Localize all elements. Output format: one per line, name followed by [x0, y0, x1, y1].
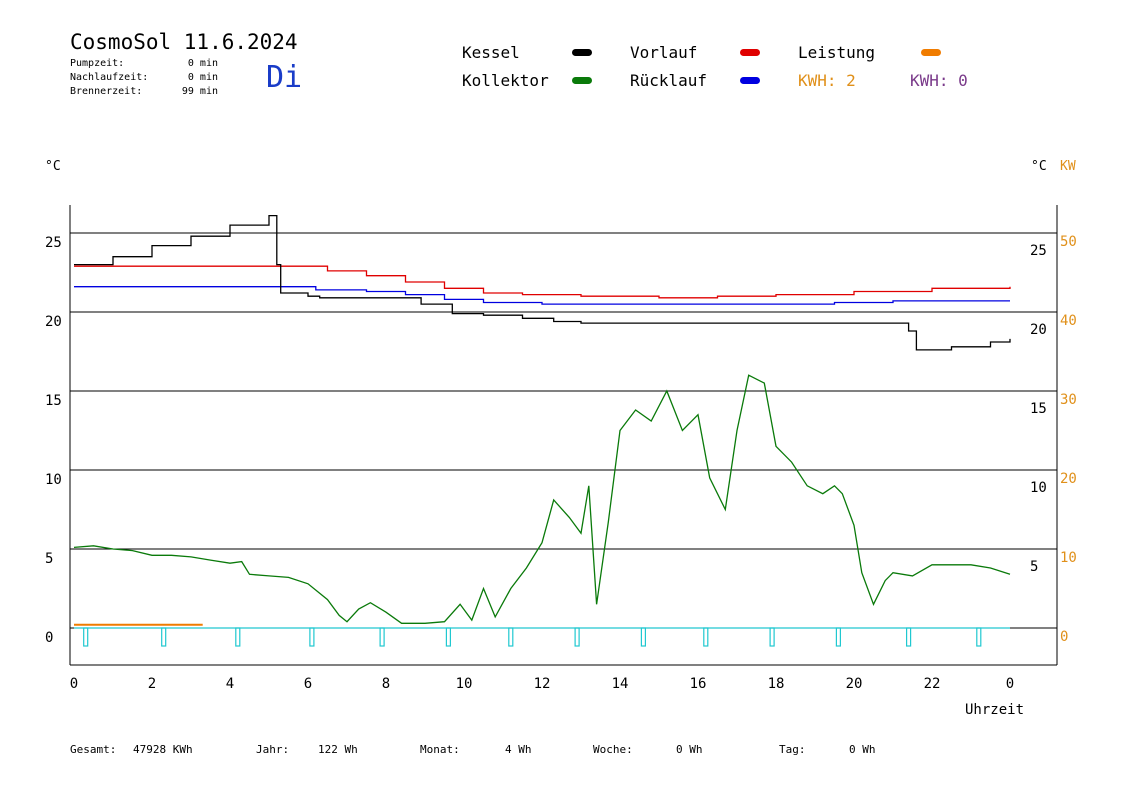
legend-swatch-leistung [921, 49, 941, 56]
legend-label-vorlauf: Vorlauf [630, 43, 698, 62]
pump-pulse [703, 627, 709, 647]
x-tick-label: 12 [534, 676, 551, 692]
kw-tick-label: 20 [1060, 471, 1077, 487]
x-tick-label: 22 [924, 676, 941, 692]
pump-pulse [379, 627, 385, 647]
pump-pulse [574, 627, 580, 647]
x-tick-label: 10 [456, 676, 473, 692]
legend-label-kollektor: Kollektor [462, 71, 549, 90]
pump-pulse [640, 627, 647, 647]
left-tick-label: 5 [45, 551, 53, 567]
pump-pulse [508, 627, 514, 647]
footer-monat-value: 4 Wh [505, 743, 532, 756]
legend-swatch-kollektor [572, 77, 592, 84]
left-tick-label: 20 [45, 314, 62, 330]
left-tick-label: 0 [45, 630, 53, 646]
left-tick-label: 10 [45, 472, 62, 488]
left-axis-unit: °C [45, 159, 61, 174]
left-tick-label: 25 [45, 235, 62, 251]
x-tick-label: 6 [304, 676, 312, 692]
pumpzeit-value: 0 min [187, 58, 218, 69]
series-line-kollektor [73, 374, 1011, 624]
footer-tag-value: 0 Wh [849, 743, 876, 756]
x-tick-label: 2 [148, 676, 156, 692]
footer-woche-label: Woche: [593, 743, 633, 756]
pump-pulse [445, 627, 451, 647]
chart-title: CosmoSol 11.6.2024 [70, 30, 298, 54]
nachlaufzeit-label: Nachlaufzeit: [70, 72, 149, 83]
x-axis-label: Uhrzeit [965, 702, 1024, 718]
kwh-burner-label: KWH: 0 [910, 71, 968, 90]
legend-label-kessel: Kessel [462, 43, 520, 62]
kw-tick-label: 40 [1060, 313, 1077, 329]
kw-tick-label: 0 [1060, 629, 1068, 645]
kw-tick-label: 50 [1060, 234, 1077, 250]
right-tick-label: 25 [1030, 243, 1047, 259]
right-tick-label: 15 [1030, 401, 1047, 417]
footer-gesamt-value: 47928 KWh [133, 743, 193, 756]
x-tick-label: 14 [612, 676, 629, 692]
pump-pulse [161, 627, 167, 647]
x-tick-label: 0 [1006, 676, 1014, 692]
right-tick-label: 5 [1030, 559, 1038, 575]
series-line-vorlauf [74, 265, 1011, 299]
x-tick-label: 0 [70, 676, 78, 692]
series-line-kessel [74, 214, 1011, 351]
pump-pulse [769, 627, 775, 647]
kwh-solar-label: KWH: 2 [798, 71, 856, 90]
weekday-label: Di [266, 60, 303, 95]
pump-pulse [235, 627, 241, 647]
legend-swatch-ruecklauf [740, 77, 760, 84]
kw-tick-label: 10 [1060, 550, 1077, 566]
pump-pulse [835, 627, 842, 647]
legend-label-ruecklauf: Rücklauf [630, 71, 708, 90]
right-tick-label: 10 [1030, 480, 1047, 496]
brennerzeit-label: Brennerzeit: [70, 86, 143, 97]
brennerzeit-value: 99 min [181, 86, 218, 97]
pumpzeit-label: Pumpzeit: [70, 58, 125, 69]
x-tick-label: 8 [382, 676, 390, 692]
pump-pulse [309, 627, 315, 647]
footer-jahr-value: 122 Wh [318, 743, 358, 756]
kw-tick-label: 30 [1060, 392, 1077, 408]
footer-jahr-label: Jahr: [256, 743, 290, 756]
kw-axis-unit: KW [1060, 159, 1076, 174]
nachlaufzeit-value: 0 min [187, 72, 218, 83]
x-tick-label: 20 [846, 676, 863, 692]
pump-pulse [83, 627, 89, 647]
legend-label-leistung: Leistung [798, 43, 876, 62]
series-line-ruecklauf [74, 286, 1010, 305]
right-axis-unit: °C [1031, 159, 1047, 174]
pump-pulse [976, 627, 982, 647]
legend-swatch-kessel [572, 49, 592, 56]
footer-tag-label: Tag: [779, 743, 806, 756]
footer-woche-value: 0 Wh [676, 743, 703, 756]
right-tick-label: 20 [1030, 322, 1047, 338]
footer-gesamt-label: Gesamt: [70, 743, 117, 756]
pump-pulse [905, 627, 912, 647]
x-tick-label: 16 [690, 676, 707, 692]
left-tick-label: 15 [45, 393, 62, 409]
x-tick-label: 18 [768, 676, 785, 692]
legend-swatch-vorlauf [740, 49, 760, 56]
footer-monat-label: Monat: [420, 743, 460, 756]
x-tick-label: 4 [226, 676, 234, 692]
